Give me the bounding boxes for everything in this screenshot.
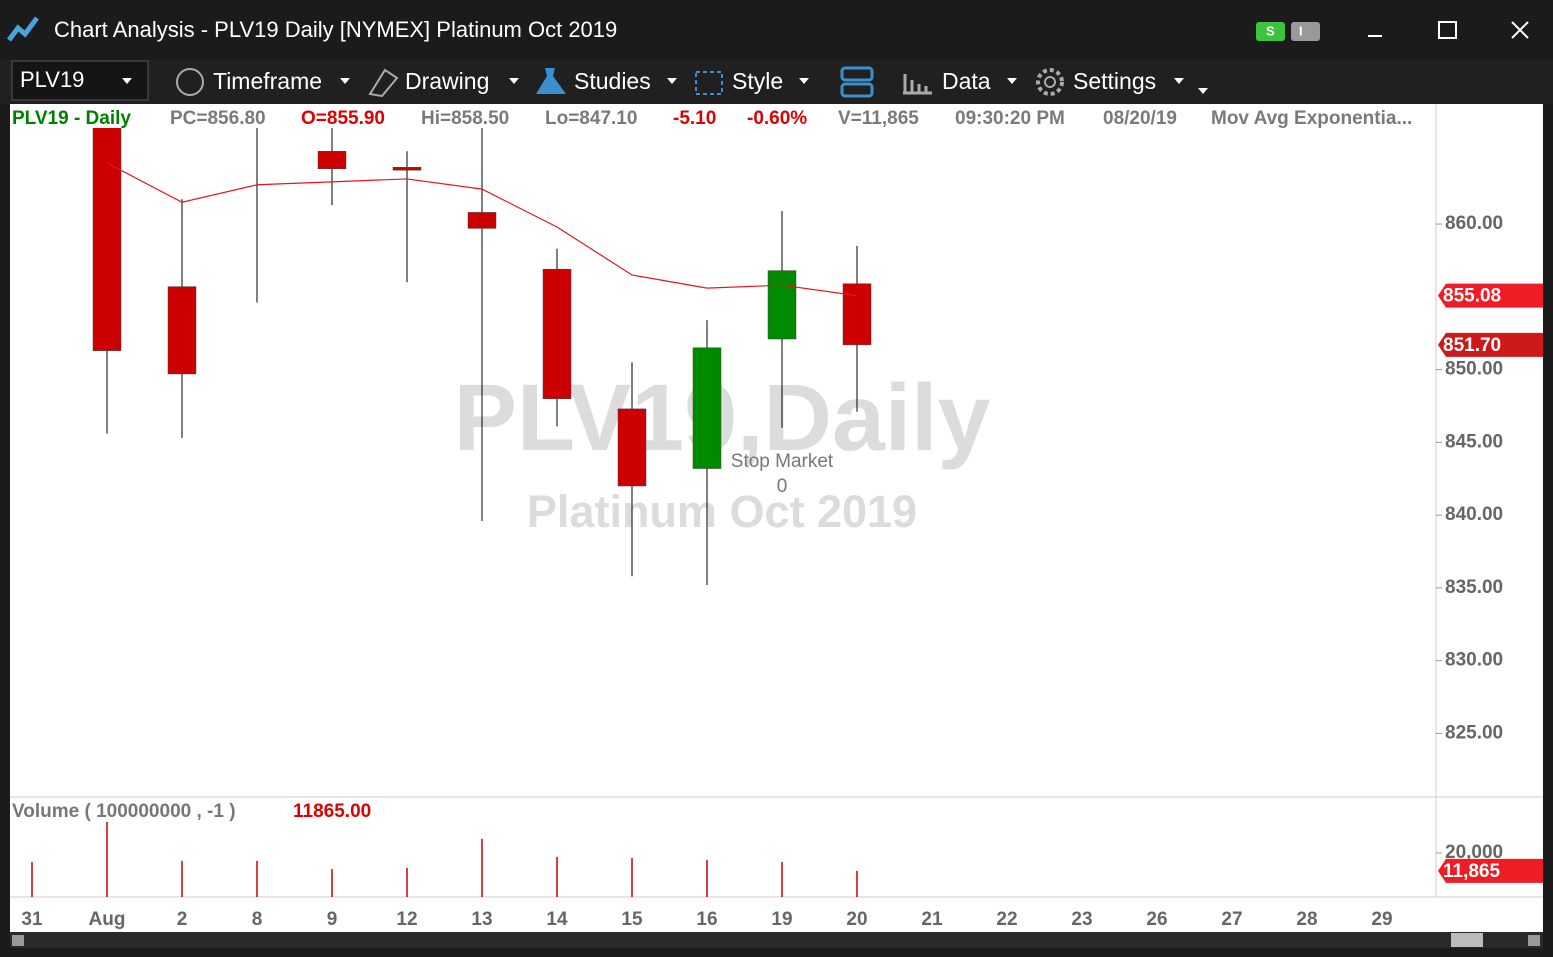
overflow-arrow[interactable] (1198, 88, 1208, 94)
menu-label: Timeframe (213, 68, 322, 94)
badge[interactable] (1256, 22, 1285, 41)
badge[interactable] (1291, 22, 1320, 41)
toolbar-menu[interactable]: Timeframe (176, 68, 350, 96)
plot (92, 128, 872, 585)
info-field: O=855.90 (301, 108, 385, 129)
order-quantity[interactable]: 0 (777, 476, 788, 497)
y-tick-label: 850.00 (1445, 359, 1503, 380)
y-tick-label: 840.00 (1445, 504, 1503, 525)
x-tick-label: 28 (1296, 909, 1317, 930)
menu-label: Settings (1073, 68, 1156, 94)
price-tag-label: 851.70 (1443, 335, 1501, 356)
x-tick-label: 2 (177, 909, 188, 930)
info-field: Hi=858.50 (421, 108, 509, 129)
maximize-button[interactable] (1438, 21, 1457, 39)
scroll-end[interactable] (1528, 935, 1540, 946)
toolbar-menu[interactable]: Studies (536, 68, 677, 94)
symbol-input: PLV19 (20, 67, 84, 92)
x-tick-label: 12 (396, 909, 417, 930)
x-tick-label: 13 (471, 909, 492, 930)
app-icon (7, 16, 39, 42)
layout-button[interactable] (840, 66, 874, 98)
x-tick-label: 14 (546, 909, 568, 930)
scroll-end[interactable] (12, 935, 24, 946)
info-field: PLV19 - Daily (12, 108, 131, 129)
info-field: -5.10 (673, 108, 716, 129)
y-tick-label: 830.00 (1445, 650, 1503, 671)
order-label[interactable]: Stop Market (731, 451, 834, 472)
volume-value: 11865.00 (293, 801, 371, 822)
info-field: 08/20/19 (1103, 108, 1177, 129)
y-tick-label: 845.00 (1445, 431, 1503, 452)
info-field: Lo=847.10 (545, 108, 637, 129)
close-button[interactable] (1511, 21, 1529, 39)
dropdown-arrow (122, 78, 132, 84)
candle-body (692, 347, 722, 469)
y-tick-label: 835.00 (1445, 577, 1503, 598)
price-tag (1438, 858, 1543, 883)
y-tick-label: 20,000 (1445, 842, 1503, 863)
menu-label: Drawing (405, 68, 489, 94)
badge-label: S (1266, 23, 1275, 38)
menu-label: Studies (574, 68, 651, 94)
candle-body (392, 167, 422, 171)
ema-line (106, 162, 858, 297)
candle-body (542, 268, 572, 399)
candle-body (842, 283, 872, 346)
x-tick-label: Aug (89, 909, 126, 930)
x-tick-label: 26 (1146, 909, 1167, 930)
window-title: Chart Analysis - PLV19 Daily [NYMEX] Pla… (54, 17, 617, 42)
y-tick-label: 860.00 (1445, 213, 1503, 234)
scrollbar[interactable] (10, 932, 1543, 948)
toolbar (0, 60, 1553, 104)
x-tick-label: 23 (1071, 909, 1092, 930)
toolbar-menu[interactable]: Drawing (368, 68, 519, 98)
x-tick-label: 16 (696, 909, 717, 930)
watermark-symbol: PLV19,Daily (454, 365, 991, 471)
candle-body (92, 128, 122, 351)
info-field: -0.60% (747, 108, 807, 129)
candle-body (767, 270, 797, 340)
volume-title: Volume ( 100000000 , -1 ) (12, 801, 236, 822)
info-field: 09:30:20 PM (955, 108, 1065, 129)
toolbar-menu[interactable]: Style (695, 68, 809, 95)
candle-body (167, 286, 197, 375)
badge-label: I (1299, 23, 1303, 38)
watermark-name: Platinum Oct 2019 (527, 486, 917, 537)
candle-body (317, 151, 347, 169)
menu-label: Style (732, 68, 783, 94)
x-tick-label: 20 (846, 909, 867, 930)
info-field: Mov Avg Exponentia... (1211, 108, 1412, 129)
x-tick-label: 19 (771, 909, 792, 930)
x-tick-label: 9 (327, 909, 338, 930)
price-tag-label: 855.08 (1443, 286, 1501, 307)
y-tick-label: 825.00 (1445, 722, 1503, 743)
scroll-thumb[interactable] (1451, 933, 1483, 947)
x-tick-label: 31 (21, 909, 43, 930)
x-tick-label: 27 (1221, 909, 1242, 930)
price-tag-label: 11,865 (1443, 861, 1500, 882)
toolbar-menu[interactable]: Data (903, 68, 1017, 95)
info-field: V=11,865 (838, 108, 919, 129)
menu-label: Data (942, 68, 991, 94)
x-tick-label: 21 (921, 909, 943, 930)
toolbar-menu[interactable]: Settings (1036, 68, 1184, 96)
x-tick-label: 15 (621, 909, 643, 930)
chart-area (10, 104, 1543, 932)
x-tick-label: 29 (1371, 909, 1392, 930)
price-tag (1438, 283, 1543, 308)
x-tick-label: 22 (996, 909, 1017, 930)
candle-body (467, 212, 497, 229)
candle-body (617, 408, 647, 487)
info-field: PC=856.80 (170, 108, 266, 129)
x-tick-label: 8 (252, 909, 263, 930)
price-tag (1438, 332, 1543, 357)
